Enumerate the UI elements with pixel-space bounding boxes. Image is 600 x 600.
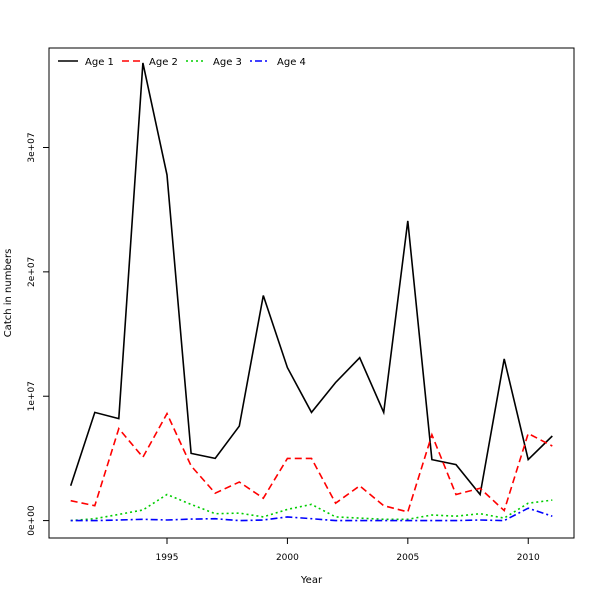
- legend-item-age-3: Age 3: [186, 57, 242, 68]
- series-line-age-4: [70, 507, 553, 522]
- x-tick-label: 1995: [156, 553, 179, 563]
- series-line-age-1: [69, 62, 553, 497]
- legend-label: Age 3: [213, 57, 242, 68]
- legend-label: Age 1: [85, 57, 114, 68]
- y-axis: 0e+00 1e+07 2e+07 3e+07: [27, 132, 50, 536]
- legend: Age 1 Age 2 Age 3 Age 4: [58, 57, 306, 68]
- y-axis-title: Catch in numbers: [3, 249, 14, 338]
- series-line-age-2: [70, 411, 553, 513]
- x-axis: 1995 2000 2005 2010: [156, 537, 540, 563]
- y-tick-label: 2e+07: [27, 257, 37, 287]
- y-tick-label: 0e+00: [27, 505, 37, 536]
- legend-label: Age 2: [149, 57, 178, 68]
- series-layer: [69, 62, 553, 522]
- legend-item-age-4: Age 4: [250, 57, 306, 68]
- series-line-age-3: [70, 493, 553, 522]
- x-tick-label: 2005: [396, 553, 419, 563]
- x-axis-title: Year: [300, 575, 323, 586]
- legend-label: Age 4: [277, 57, 306, 68]
- legend-item-age-1: Age 1: [58, 57, 114, 68]
- y-tick-label: 1e+07: [27, 381, 37, 411]
- y-tick-label: 3e+07: [27, 132, 37, 162]
- legend-item-age-2: Age 2: [122, 57, 178, 68]
- x-tick-label: 2010: [517, 553, 540, 563]
- x-tick-label: 2000: [276, 553, 299, 563]
